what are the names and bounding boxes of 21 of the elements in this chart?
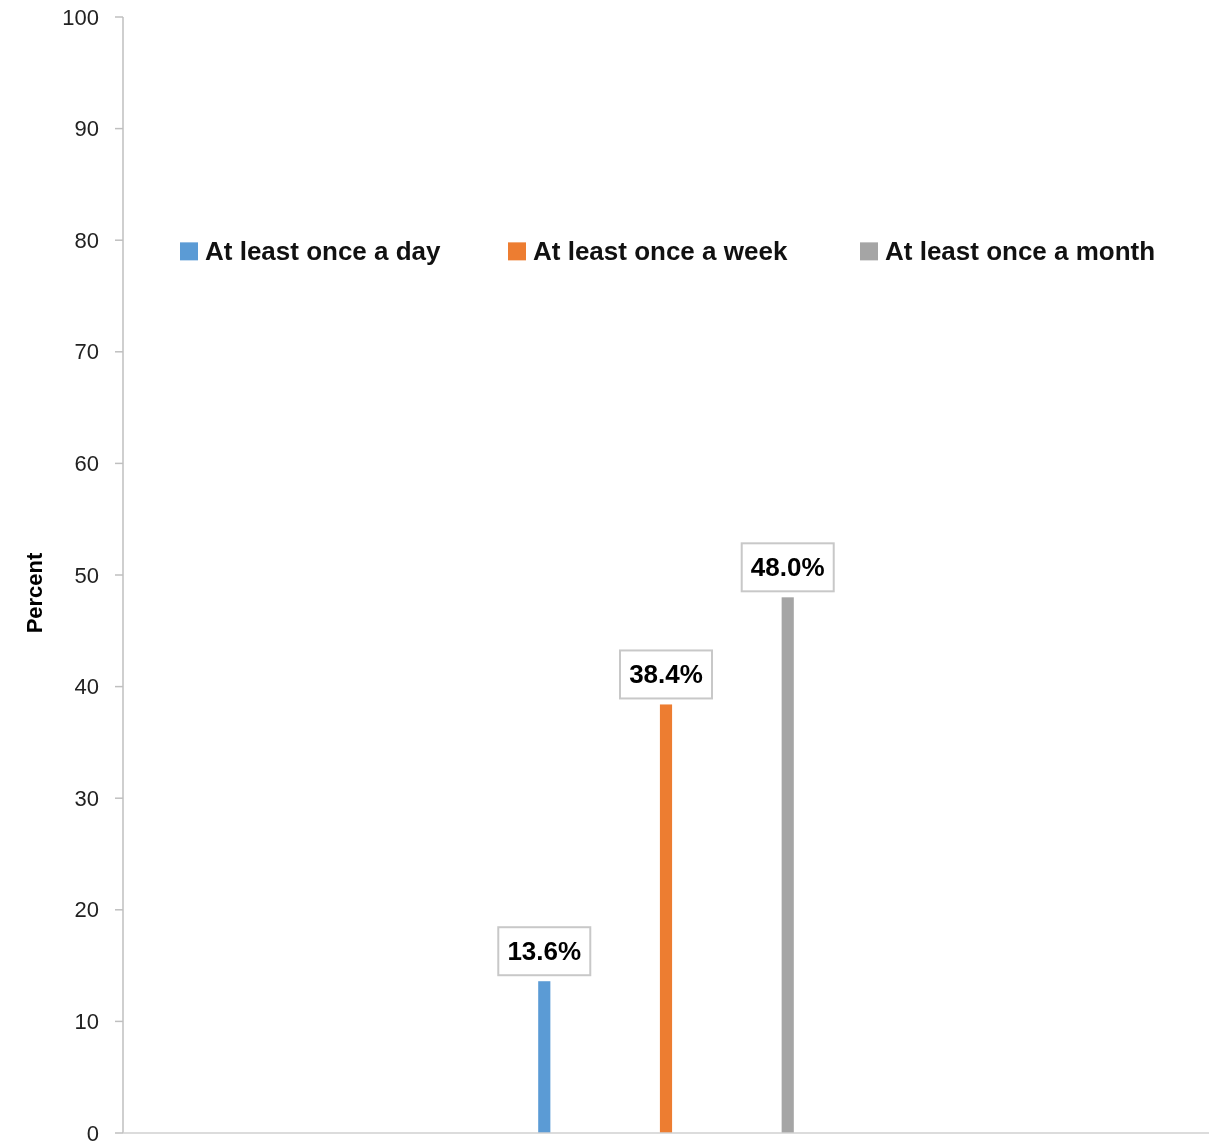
- data-label: 13.6%: [507, 936, 582, 967]
- y-tick-label: 0: [86, 1120, 99, 1145]
- bar: [781, 597, 794, 1133]
- data-label: 38.4%: [629, 659, 703, 690]
- y-tick-label: 70: [74, 339, 99, 365]
- y-tick-label: 20: [74, 897, 99, 923]
- y-tick-label: 50: [74, 562, 99, 588]
- y-tick-label: 30: [74, 785, 99, 811]
- legend-label: At least once a day: [205, 236, 442, 267]
- y-tick-label: 10: [74, 1008, 99, 1034]
- y-tick-label: 60: [74, 450, 99, 476]
- legend-label: At least once a week: [533, 236, 788, 267]
- y-tick-label: 90: [74, 116, 99, 142]
- y-axis-title: Percent: [22, 551, 47, 634]
- bar: [659, 704, 673, 1133]
- data-label: 48.0%: [750, 552, 825, 583]
- bar: [538, 981, 551, 1133]
- legend-label: At least once a month: [885, 236, 1156, 267]
- y-tick-label: 100: [62, 4, 99, 30]
- y-tick-label: 80: [74, 227, 99, 253]
- y-tick-label: 40: [74, 674, 99, 700]
